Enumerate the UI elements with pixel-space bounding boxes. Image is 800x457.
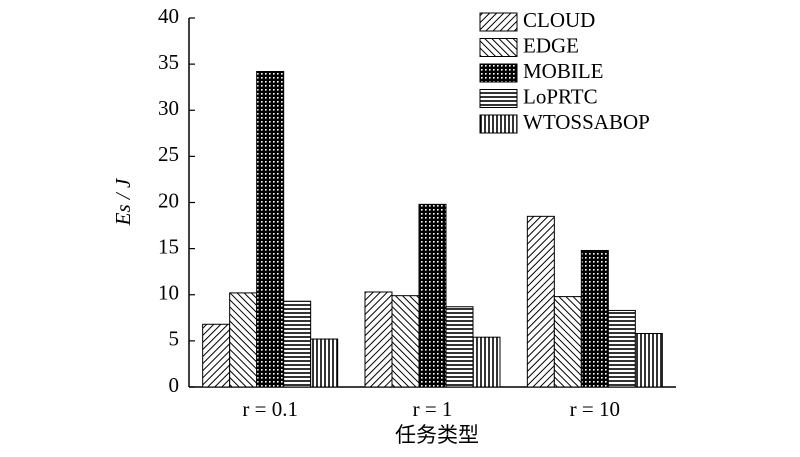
bar: [310, 338, 339, 388]
bar: [634, 332, 663, 388]
legend-label: MOBILE: [523, 59, 604, 83]
bar: [418, 203, 447, 388]
legend-label: LoPRTC: [523, 84, 598, 108]
y-tick-label: 35: [158, 50, 179, 74]
bar: [553, 296, 582, 388]
x-tick-label: r = 1: [413, 397, 453, 421]
legend-swatch: [479, 63, 518, 83]
y-tick-label: 25: [158, 142, 179, 166]
legend-swatch: [479, 12, 518, 32]
x-tick-label: r = 0.1: [242, 397, 298, 421]
legend-swatch: [479, 114, 518, 134]
y-tick-label: 5: [169, 327, 180, 351]
y-tick-label: 15: [158, 234, 179, 258]
bar: [391, 295, 420, 388]
legend-label: EDGE: [523, 33, 579, 57]
bar: [283, 300, 312, 388]
x-axis-label: 任务类型: [395, 423, 479, 447]
y-tick-label: 30: [158, 96, 179, 120]
legend-label: CLOUD: [523, 8, 595, 32]
y-tick-label: 0: [169, 373, 180, 397]
legend-swatch: [479, 38, 518, 57]
legend-swatch: [479, 89, 518, 108]
bar: [526, 215, 555, 388]
x-tick-label: r = 10: [570, 397, 620, 421]
y-axis-label: Es / J: [111, 177, 135, 226]
bar: [445, 306, 474, 388]
bar: [364, 291, 393, 388]
bar: [229, 292, 258, 388]
y-tick-label: 10: [158, 281, 179, 305]
bar: [580, 249, 609, 388]
bar: [256, 71, 285, 388]
bar: [607, 309, 636, 388]
bar: [202, 323, 231, 388]
bar: [472, 336, 501, 388]
legend-label: WTOSSABOP: [523, 110, 650, 134]
y-tick-label: 40: [158, 4, 179, 28]
y-tick-label: 20: [158, 188, 179, 212]
